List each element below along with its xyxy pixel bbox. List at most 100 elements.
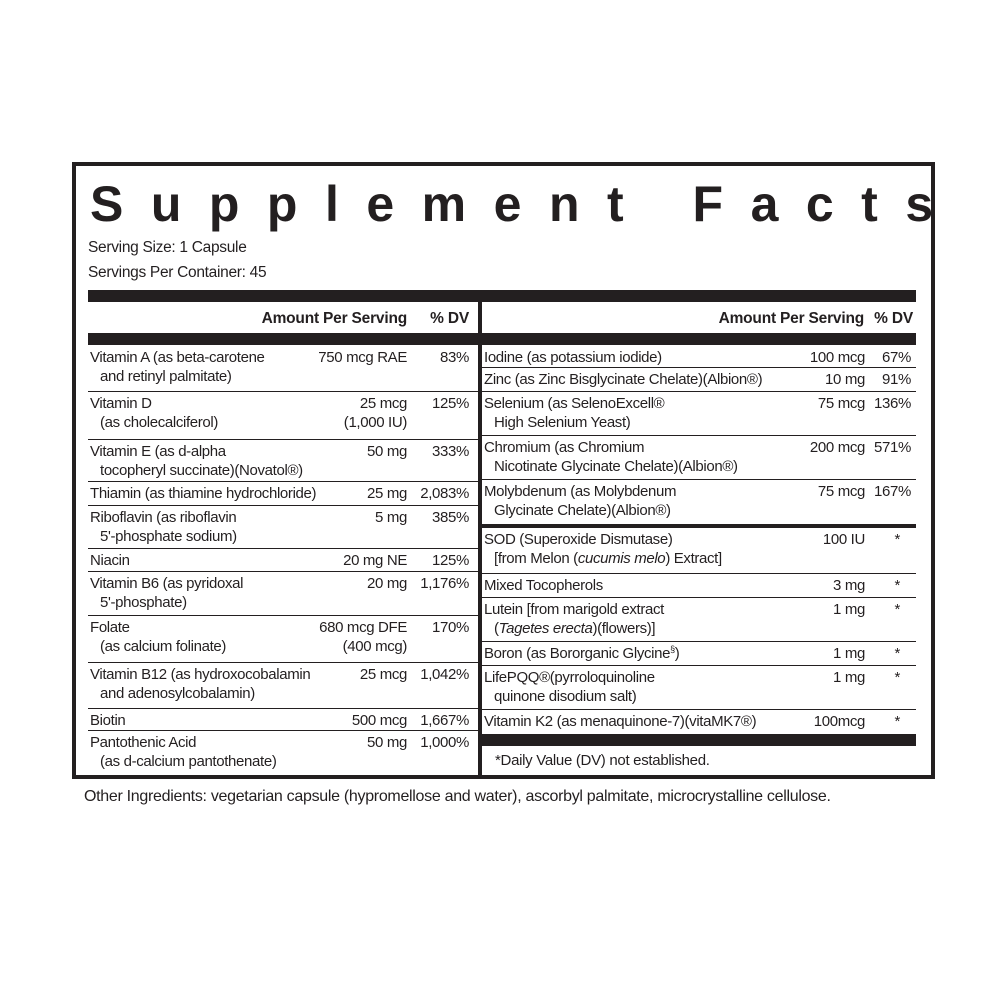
daily-value-percent: 385%	[432, 509, 469, 526]
serving-size: Serving Size: 1 Capsule	[88, 239, 247, 256]
right-header: Amount Per Serving % DV	[482, 305, 916, 333]
nutrient-row: LifePQQ®(pyrroloquinoline quinone disodiu…	[482, 666, 916, 710]
nutrient-name: Vitamin B6 (as pyridoxal 5'-phosphate)	[90, 575, 244, 611]
daily-value-percent: 1,042%	[420, 666, 469, 683]
amount-header: Amount Per Serving	[718, 310, 865, 327]
other-ingredients: Other Ingredients: vegetarian capsule (h…	[84, 788, 831, 805]
nutrient-name: Selenium (as SelenoExcell® High Selenium …	[484, 395, 665, 431]
nutrient-name: Biotin	[90, 712, 126, 729]
amount-per-serving: 100 mcg	[809, 349, 865, 366]
nutrient-row: Pantothenic Acid (as d-calcium pantothena…	[88, 731, 478, 775]
daily-value-percent: *	[894, 713, 901, 730]
nutrient-row: Riboflavin (as riboflavin 5'-phosphate so…	[88, 506, 478, 549]
daily-value-percent: 1,000%	[420, 734, 469, 751]
supplement-facts-panel	[72, 162, 935, 779]
nutrient-row: Vitamin E (as d-alpha tocopheryl succinat…	[88, 440, 478, 482]
daily-value-percent: *	[894, 531, 901, 548]
column-divider	[478, 302, 482, 775]
nutrient-row: Boron (as Bororganic Glycine§) 1 mg *	[482, 642, 916, 666]
nutrient-row: Folate (as calcium folinate) 680 mcg DFE (4…	[88, 616, 478, 663]
nutrient-row: Vitamin D (as cholecalciferol) 25 mcg (1,00…	[88, 392, 478, 440]
daily-value-percent: 571%	[874, 439, 911, 456]
nutrient-row: Chromium (as Chromium Nicotinate Glycinat…	[482, 436, 916, 480]
daily-value-percent: 333%	[432, 443, 469, 460]
thick-divider	[88, 333, 478, 345]
nutrient-name: Zinc (as Zinc Bisglycinate Chelate)(Albi…	[484, 371, 763, 388]
amount-per-serving: 1 mg	[833, 601, 865, 618]
daily-value-percent: 167%	[874, 483, 911, 500]
left-nutrient-list: Vitamin A (as beta-carotene and retinyl p…	[88, 346, 478, 775]
daily-value-percent: *	[894, 645, 901, 662]
dv-header: % DV	[430, 310, 469, 327]
left-header: Amount Per Serving % DV	[88, 305, 478, 333]
nutrient-row: Niacin 20 mg NE 125%	[88, 549, 478, 572]
daily-value-percent: 136%	[874, 395, 911, 412]
nutrient-row: SOD (Superoxide Dismutase) [from Melon (c…	[482, 528, 916, 574]
amount-per-serving: 20 mg NE	[343, 552, 407, 569]
nutrient-name: Chromium (as Chromium Nicotinate Glycinat…	[484, 439, 738, 475]
nutrient-row: Vitamin K2 (as menaquinone-7)(vitaMK7®) 1…	[482, 710, 916, 735]
amount-per-serving: 75 mcg	[817, 483, 865, 500]
nutrient-row: Vitamin A (as beta-carotene and retinyl p…	[88, 346, 478, 392]
daily-value-percent: 1,667%	[420, 712, 469, 729]
panel-title: Supplement Facts	[90, 176, 961, 232]
nutrient-row: Thiamin (as thiamine hydrochloride) 25 mg…	[88, 482, 478, 506]
daily-value-percent: *	[894, 669, 901, 686]
dv-header: % DV	[874, 310, 913, 327]
daily-value-percent: 91%	[882, 371, 911, 388]
nutrient-row: Biotin 500 mcg 1,667%	[88, 709, 478, 731]
amount-per-serving: 25 mcg (1,000 IU)	[343, 395, 408, 431]
nutrient-name: Lutein [from marigold extract (Tagetes er…	[484, 601, 664, 637]
right-column: Amount Per Serving % DV Iodine (as potas…	[482, 305, 916, 746]
nutrient-name: Iodine (as potassium iodide)	[484, 349, 662, 366]
nutrient-name: Niacin	[90, 552, 130, 569]
nutrient-row: Lutein [from marigold extract (Tagetes er…	[482, 598, 916, 642]
footnote: *Daily Value (DV) not established.	[495, 752, 710, 769]
thick-divider	[482, 734, 916, 746]
amount-per-serving: 1 mg	[833, 645, 865, 662]
amount-per-serving: 20 mg	[367, 575, 407, 592]
amount-per-serving: 500 mcg	[351, 712, 407, 729]
daily-value-percent: 1,176%	[420, 575, 469, 592]
right-ingredient-list: SOD (Superoxide Dismutase) [from Melon (c…	[482, 528, 916, 735]
nutrient-name: Molybdenum (as Molybdenum Glycinate Chela…	[484, 483, 677, 519]
nutrient-name: Vitamin D (as cholecalciferol)	[90, 395, 219, 431]
amount-header: Amount Per Serving	[261, 310, 408, 327]
daily-value-percent: *	[894, 601, 901, 618]
amount-per-serving: 25 mcg	[359, 666, 407, 683]
daily-value-percent: 170%	[432, 619, 469, 636]
nutrient-row: Vitamin B6 (as pyridoxal 5'-phosphate) 20 …	[88, 572, 478, 616]
nutrient-name: Riboflavin (as riboflavin 5'-phosphate so…	[90, 509, 237, 545]
amount-per-serving: 100 IU	[822, 531, 865, 548]
daily-value-percent: 125%	[432, 395, 469, 412]
daily-value-percent: *	[894, 577, 901, 594]
nutrient-name: Boron (as Bororganic Glycine§)	[484, 644, 680, 663]
nutrient-name: Vitamin E (as d-alpha tocopheryl succinat…	[90, 443, 303, 479]
nutrient-row: Iodine (as potassium iodide) 100 mcg 67%	[482, 346, 916, 368]
nutrient-row: Mixed Tocopherols 3 mg *	[482, 574, 916, 598]
amount-per-serving: 680 mcg DFE (400 mcg)	[319, 619, 407, 655]
amount-per-serving: 200 mcg	[809, 439, 865, 456]
left-column: Amount Per Serving % DV Vitamin A (as be…	[88, 305, 478, 770]
nutrient-row: Molybdenum (as Molybdenum Glycinate Chela…	[482, 480, 916, 524]
daily-value-percent: 125%	[432, 552, 469, 569]
nutrient-row: Vitamin B12 (as hydroxocobalamin and aden…	[88, 663, 478, 709]
nutrient-name: Vitamin A (as beta-carotene and retinyl p…	[90, 349, 265, 385]
amount-per-serving: 1 mg	[833, 669, 865, 686]
nutrient-row: Zinc (as Zinc Bisglycinate Chelate)(Albi…	[482, 368, 916, 392]
nutrient-name: Vitamin B12 (as hydroxocobalamin and aden…	[90, 666, 311, 702]
amount-per-serving: 50 mg	[367, 443, 407, 460]
nutrient-name: Pantothenic Acid (as d-calcium pantothena…	[90, 734, 277, 770]
nutrient-name: SOD (Superoxide Dismutase) [from Melon (c…	[484, 531, 722, 567]
amount-per-serving: 750 mcg RAE	[318, 349, 407, 366]
amount-per-serving: 3 mg	[833, 577, 865, 594]
daily-value-percent: 67%	[882, 349, 911, 366]
nutrient-name: Mixed Tocopherols	[484, 577, 603, 594]
right-nutrient-list: Iodine (as potassium iodide) 100 mcg 67% Zi…	[482, 346, 916, 524]
nutrient-name: LifePQQ®(pyrroloquinoline quinone disodiu…	[484, 669, 655, 705]
amount-per-serving: 100mcg	[813, 713, 866, 730]
amount-per-serving: 25 mg	[367, 485, 407, 502]
daily-value-percent: 83%	[440, 349, 469, 366]
amount-per-serving: 50 mg	[367, 734, 407, 751]
amount-per-serving: 5 mg	[375, 509, 407, 526]
